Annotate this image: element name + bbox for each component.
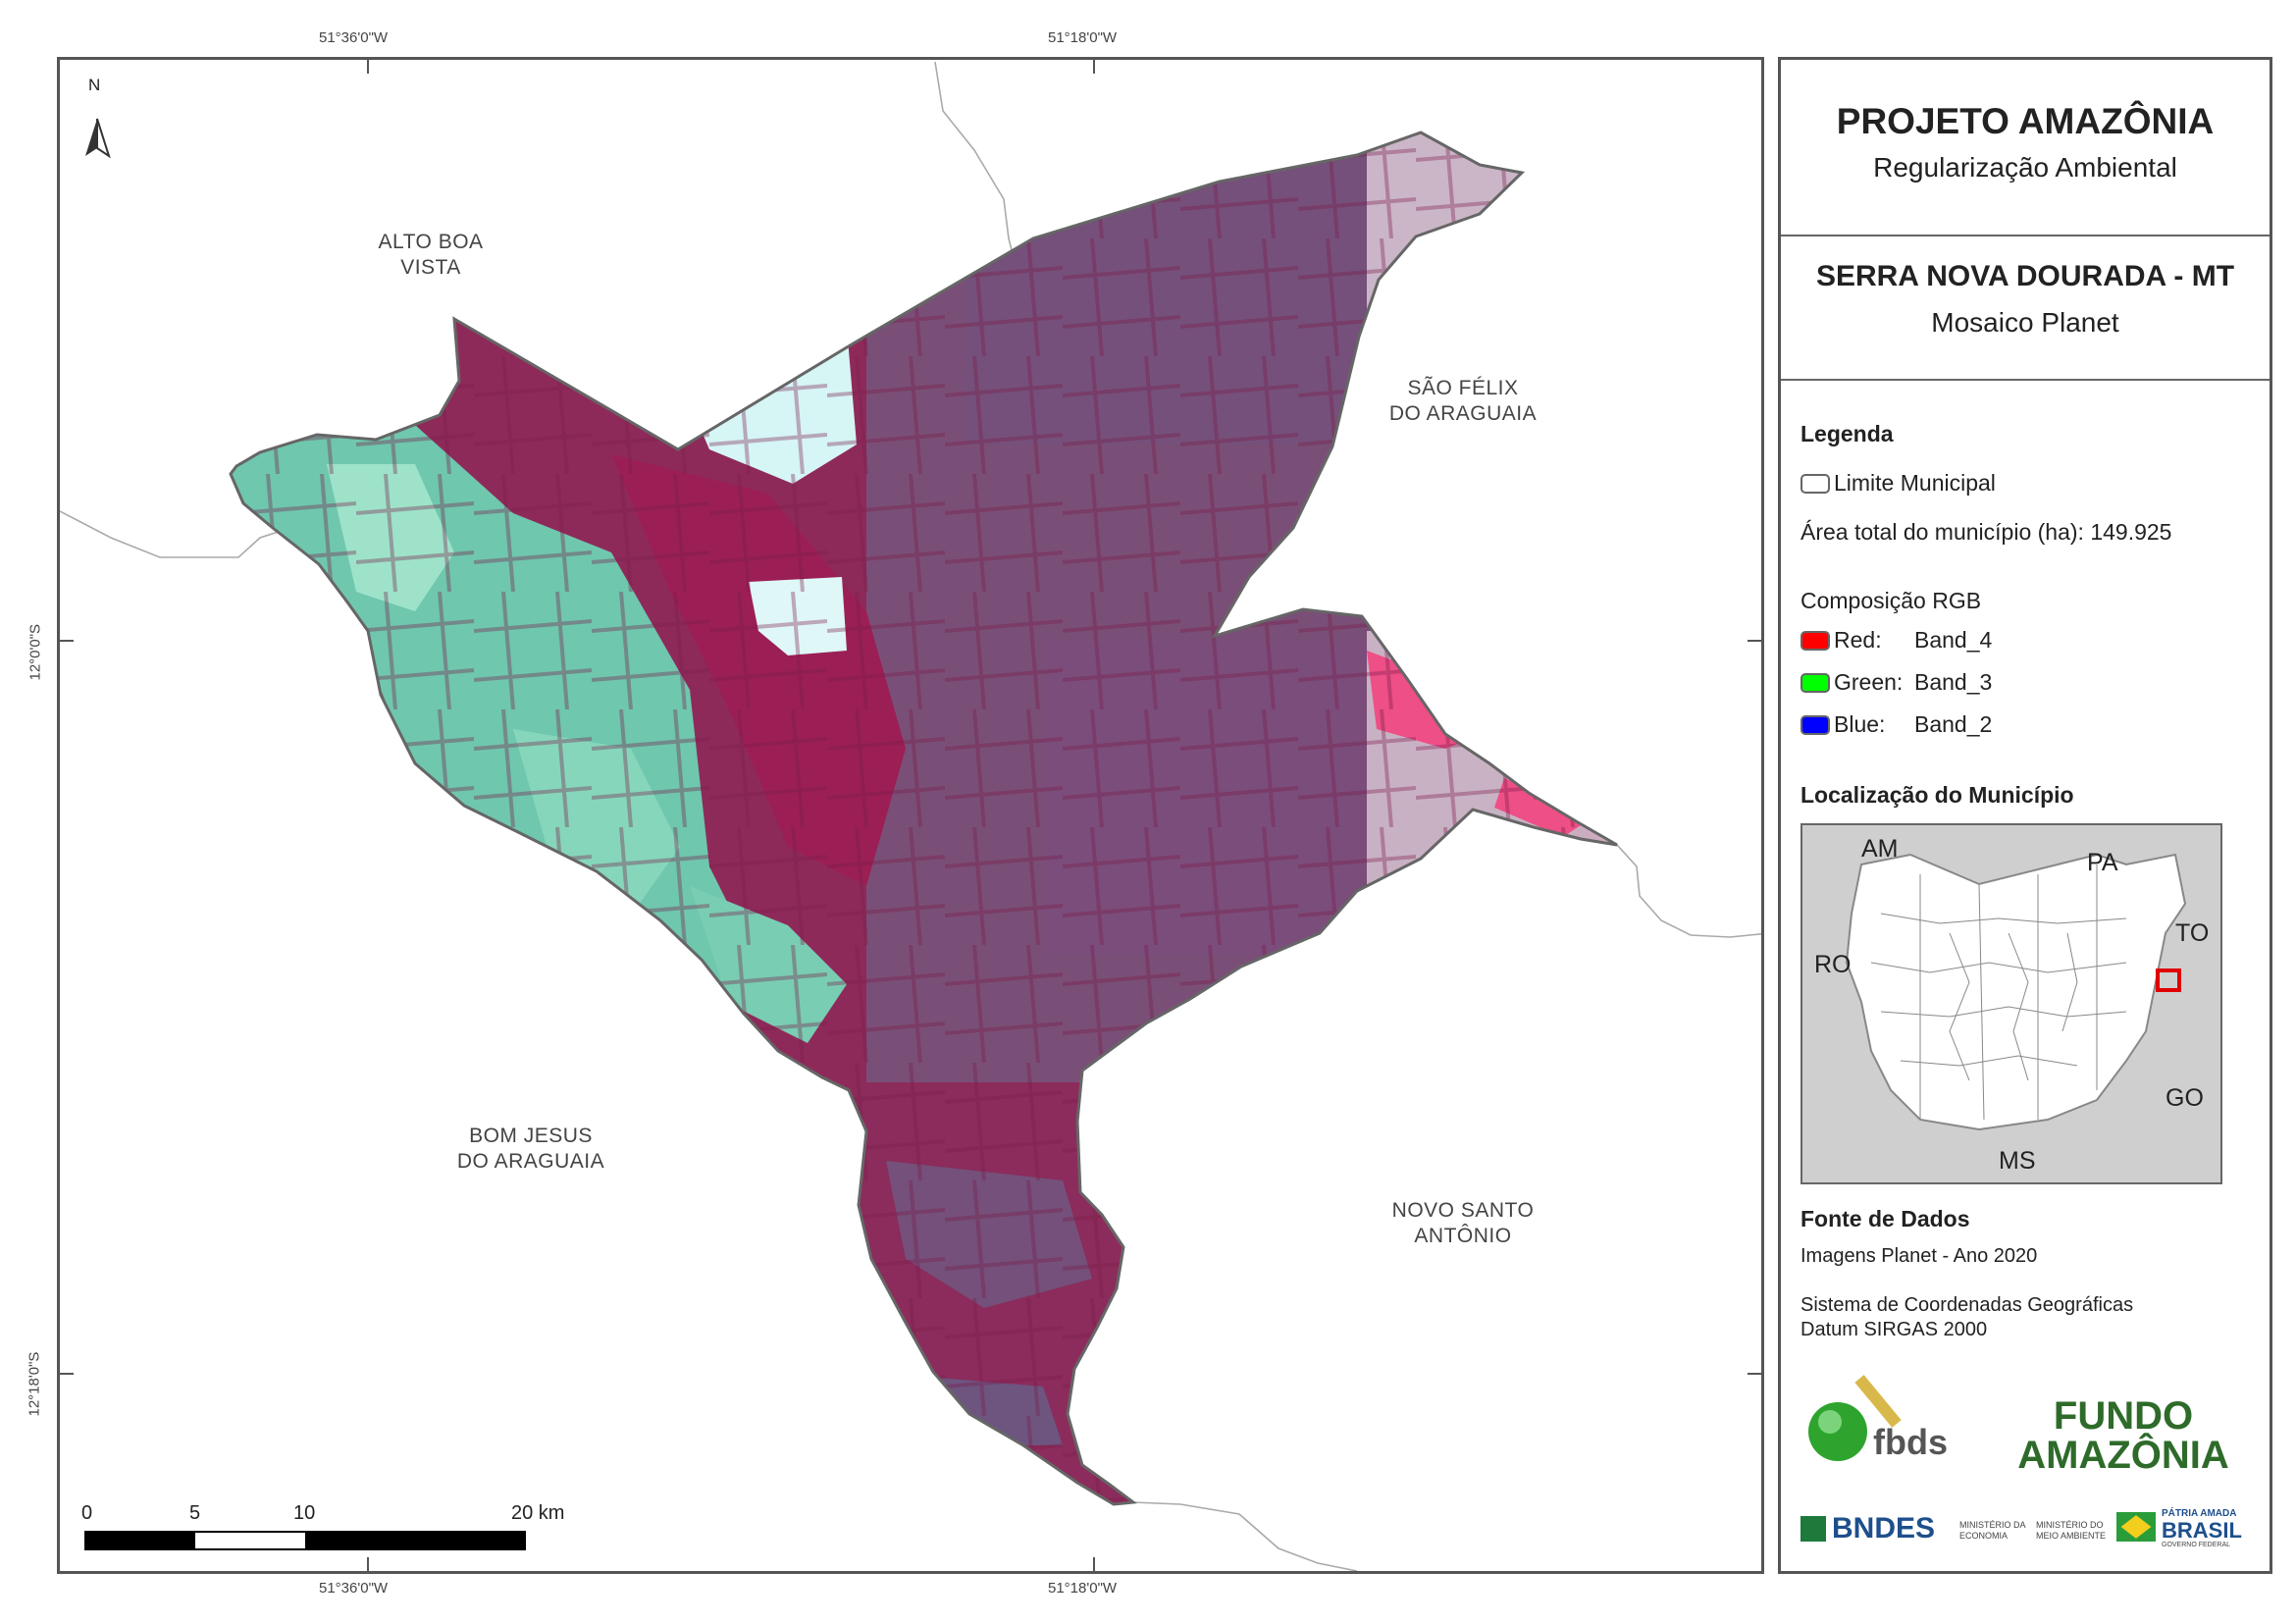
- min-amb-line: MEIO AMBIENTE: [2036, 1531, 2107, 1541]
- place-title: SERRA NOVA DOURADA - MT: [1815, 260, 2235, 292]
- fbds-logo: fbds: [1800, 1375, 1967, 1463]
- label-alto-boa-vista: ALTO BOA VISTA: [313, 230, 548, 281]
- label-line: ANTÔNIO: [1414, 1225, 1512, 1247]
- label-novo-santo: NOVO SANTO ANTÔNIO: [1335, 1198, 1591, 1249]
- project-header: PROJETO AMAZÔNIA Regularização Ambiental: [1781, 101, 2270, 183]
- fundo-amazonia-logo: FUNDO AMAZÔNIA: [1981, 1396, 2266, 1475]
- inset-label-ro: RO: [1814, 951, 1852, 978]
- label-line: ALTO BOA: [378, 231, 484, 253]
- place-header: SERRA NOVA DOURADA - MT Mosaico Planet: [1781, 260, 2270, 339]
- scale-label-0: 0: [81, 1502, 93, 1524]
- legend-panel: PROJETO AMAZÔNIA Regularização Ambiental…: [1778, 57, 2272, 1574]
- flag-diamond: [2120, 1515, 2152, 1539]
- inset-label-go: GO: [2166, 1084, 2204, 1112]
- patria-line-1: PÁTRIA AMADA: [2162, 1508, 2237, 1519]
- location-inset-map: AM PA RO TO GO MS: [1800, 823, 2222, 1184]
- brazil-flag-icon: [2116, 1512, 2156, 1542]
- patria-amada-brasil-logo: PÁTRIA AMADA BRASIL GOVERNO FEDERAL: [2116, 1508, 2264, 1551]
- map-canvas: [60, 60, 1761, 1571]
- blue-swatch: [1800, 715, 1830, 735]
- scale-label-20km: 20 km: [511, 1502, 565, 1524]
- neighbor-boundaries: [60, 61, 1761, 1571]
- label-line: DO ARAGUAIA: [456, 1150, 605, 1173]
- bndes-mark-icon: [1800, 1516, 1826, 1542]
- patria-line-2: BRASIL: [2162, 1518, 2242, 1543]
- rgb-red-label: Red:: [1834, 627, 1882, 653]
- ministerio-meio-ambiente: MINISTÉRIO DO MEIO AMBIENTE: [2036, 1520, 2124, 1542]
- label-line: NOVO SANTO: [1391, 1199, 1535, 1222]
- location-heading: Localização do Município: [1800, 782, 2074, 808]
- fbds-symbol-icon: [1808, 1375, 1902, 1461]
- rgb-red-band: Band_4: [1914, 627, 1993, 653]
- area-total: Área total do município (ha): 149.925: [1800, 519, 2172, 545]
- inset-label-ms: MS: [1999, 1147, 2036, 1175]
- patria-line-3: GOVERNO FEDERAL: [2162, 1542, 2231, 1548]
- fbds-text: fbds: [1873, 1422, 1948, 1462]
- divider: [1781, 379, 2270, 381]
- graticule-ticks: [60, 60, 1761, 1571]
- source-crs: Sistema de Coordenadas Geográficas: [1800, 1294, 2134, 1316]
- inset-label-am: AM: [1861, 835, 1899, 863]
- scale-bar: [84, 1531, 526, 1550]
- rgb-heading: Composição RGB: [1800, 588, 1982, 613]
- coord-top-left: 51°36'0"W: [319, 29, 389, 46]
- municipal-boundary: [229, 131, 1618, 1506]
- project-subtitle: Regularização Ambiental: [1873, 152, 2177, 183]
- sources-heading: Fonte de Dados: [1800, 1206, 1970, 1231]
- label-sao-felix: SÃO FÉLIX DO ARAGUAIA: [1335, 376, 1591, 427]
- label-line: VISTA: [400, 256, 461, 279]
- legend-limit: Limite Municipal: [1834, 470, 1996, 496]
- label-line: SÃO FÉLIX: [1407, 377, 1519, 399]
- source-datum: Datum SIRGAS 2000: [1800, 1319, 1988, 1340]
- min-amb-line: MINISTÉRIO DO: [2036, 1520, 2104, 1530]
- limit-swatch: [1800, 474, 1830, 494]
- divider: [1781, 235, 2270, 236]
- north-label: N: [88, 76, 101, 94]
- source-imagery: Imagens Planet - Ano 2020: [1800, 1245, 2038, 1267]
- municipality-image: [231, 132, 1617, 1504]
- coord-bottom-right: 51°18'0"W: [1048, 1580, 1118, 1597]
- ministerio-economia: MINISTÉRIO DA ECONOMIA: [1959, 1520, 2038, 1542]
- inset-svg: [1845, 853, 2187, 1131]
- scale-label-10: 10: [293, 1502, 316, 1524]
- coord-bottom-left: 51°36'0"W: [319, 1580, 389, 1597]
- bndes-text: BNDES: [1832, 1512, 1936, 1544]
- label-line: BOM JESUS: [469, 1125, 593, 1147]
- min-econ-line: ECONOMIA: [1959, 1531, 2009, 1541]
- scale-label-5: 5: [189, 1502, 201, 1524]
- amazonia-text: AMAZÔNIA: [2017, 1434, 2229, 1477]
- rgb-green-band: Band_3: [1914, 669, 1993, 695]
- north-arrow-icon: [85, 118, 111, 159]
- coord-left-bottom: 12°18'0"S: [26, 1351, 43, 1417]
- coord-left-top: 12°0'0"S: [26, 623, 44, 681]
- red-swatch: [1800, 631, 1830, 651]
- rgb-blue-band: Band_2: [1914, 711, 1993, 737]
- rgb-blue-label: Blue:: [1834, 711, 1886, 737]
- label-bom-jesus: BOM JESUS DO ARAGUAIA: [403, 1124, 658, 1175]
- label-line: DO ARAGUAIA: [1388, 402, 1538, 425]
- inset-label-to: TO: [2175, 919, 2210, 947]
- legend-heading: Legenda: [1800, 421, 1894, 446]
- map-frame[interactable]: N ALTO BOA VISTA SÃO FÉLIX DO ARAGUAIA B…: [57, 57, 1764, 1574]
- project-title: PROJETO AMAZÔNIA: [1836, 101, 2215, 141]
- coord-top-right: 51°18'0"W: [1048, 29, 1118, 46]
- fundo-text: FUNDO: [2053, 1394, 2194, 1438]
- min-econ-line: MINISTÉRIO DA: [1959, 1520, 2026, 1530]
- place-subtitle: Mosaico Planet: [1931, 307, 2119, 338]
- inset-label-pa: PA: [2087, 849, 2118, 876]
- green-swatch: [1800, 673, 1830, 693]
- rgb-green-label: Green:: [1834, 669, 1904, 695]
